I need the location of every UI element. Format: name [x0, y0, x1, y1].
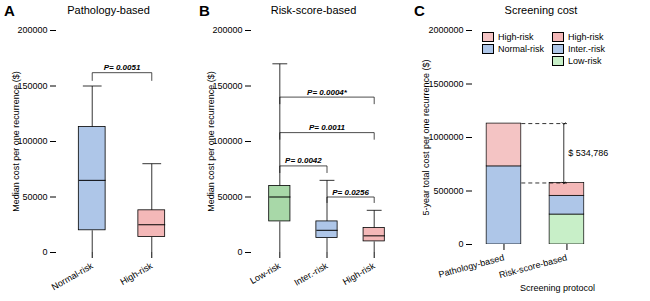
- svg-text:1500000: 1500000: [428, 79, 463, 89]
- svg-text:0: 0: [42, 247, 47, 257]
- svg-text:Risk-score-based: Risk-score-based: [498, 252, 568, 280]
- svg-text:Inter.-risk: Inter.-risk: [292, 260, 329, 287]
- html-text:B: B: [199, 1, 210, 19]
- html-text:Screening cost: Screening cost: [504, 4, 578, 16]
- html-text:C: C: [414, 1, 425, 19]
- html-text:A: A: [4, 1, 15, 19]
- svg-text:P= 0.0011: P= 0.0011: [309, 123, 346, 132]
- svg-text:P= 0.0051: P= 0.0051: [104, 63, 141, 72]
- svg-text:200000: 200000: [212, 25, 242, 35]
- svg-text:Pathology-based: Pathology-based: [437, 252, 505, 279]
- svg-text:100000: 100000: [212, 136, 242, 146]
- svg-text:150000: 150000: [212, 81, 242, 91]
- svg-text:50000: 50000: [22, 192, 47, 202]
- svg-text:Median cost per one recurrence: Median cost per one recurrence ($): [11, 71, 21, 212]
- svg-text:5-year total cost per one recu: 5-year total cost per one recurrence ($): [421, 59, 431, 215]
- svg-text:Low-risk: Low-risk: [248, 260, 282, 286]
- svg-text:1000000: 1000000: [428, 132, 463, 142]
- html-text:Low-risk: Low-risk: [568, 56, 602, 66]
- svg-text:Normal-risk: Normal-risk: [50, 260, 95, 292]
- html-text:High-risk: High-risk: [568, 32, 604, 42]
- svg-text:150000: 150000: [17, 81, 47, 91]
- html-text:Inter.-risk: Inter.-risk: [568, 44, 605, 54]
- svg-text:200000: 200000: [17, 25, 47, 35]
- svg-text:Median cost per one recurrence: Median cost per one recurrence ($): [206, 71, 216, 212]
- svg-text:High-risk: High-risk: [118, 260, 154, 287]
- svg-text:$ 534,786: $ 534,786: [568, 148, 608, 158]
- html-text:Normal-risk: Normal-risk: [498, 44, 544, 54]
- svg-text:100000: 100000: [17, 136, 47, 146]
- svg-text:0: 0: [458, 239, 463, 249]
- html-text:Pathology-based: Pathology-based: [67, 4, 150, 16]
- svg-text:500000: 500000: [433, 186, 463, 196]
- svg-text:P= 0.0256: P= 0.0256: [332, 188, 369, 197]
- svg-text:P= 0.0004*: P= 0.0004*: [307, 88, 348, 97]
- svg-text:50000: 50000: [217, 192, 242, 202]
- svg-text:Screening protocol: Screening protocol: [520, 283, 595, 293]
- svg-text:High-risk: High-risk: [341, 260, 377, 287]
- svg-text:P= 0.0042: P= 0.0042: [285, 156, 322, 165]
- html-text:Risk-score-based: Risk-score-based: [270, 4, 357, 16]
- svg-text:0: 0: [237, 247, 242, 257]
- svg-text:2000000: 2000000: [428, 25, 463, 35]
- html-text:High-risk: High-risk: [498, 32, 534, 42]
